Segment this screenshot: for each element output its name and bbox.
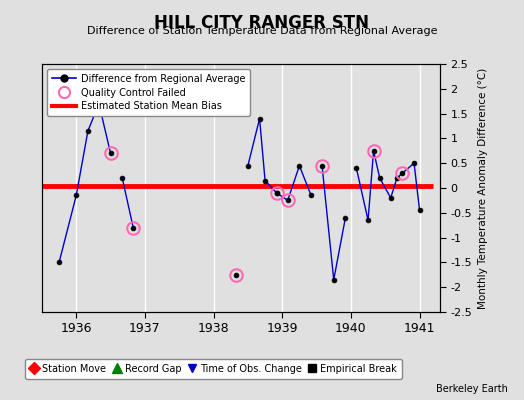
Text: Difference of Station Temperature Data from Regional Average: Difference of Station Temperature Data f…: [87, 26, 437, 36]
Y-axis label: Monthly Temperature Anomaly Difference (°C): Monthly Temperature Anomaly Difference (…: [478, 67, 488, 309]
Legend: Station Move, Record Gap, Time of Obs. Change, Empirical Break: Station Move, Record Gap, Time of Obs. C…: [25, 359, 402, 379]
Text: HILL CITY RANGER STN: HILL CITY RANGER STN: [155, 14, 369, 32]
Text: Berkeley Earth: Berkeley Earth: [436, 384, 508, 394]
